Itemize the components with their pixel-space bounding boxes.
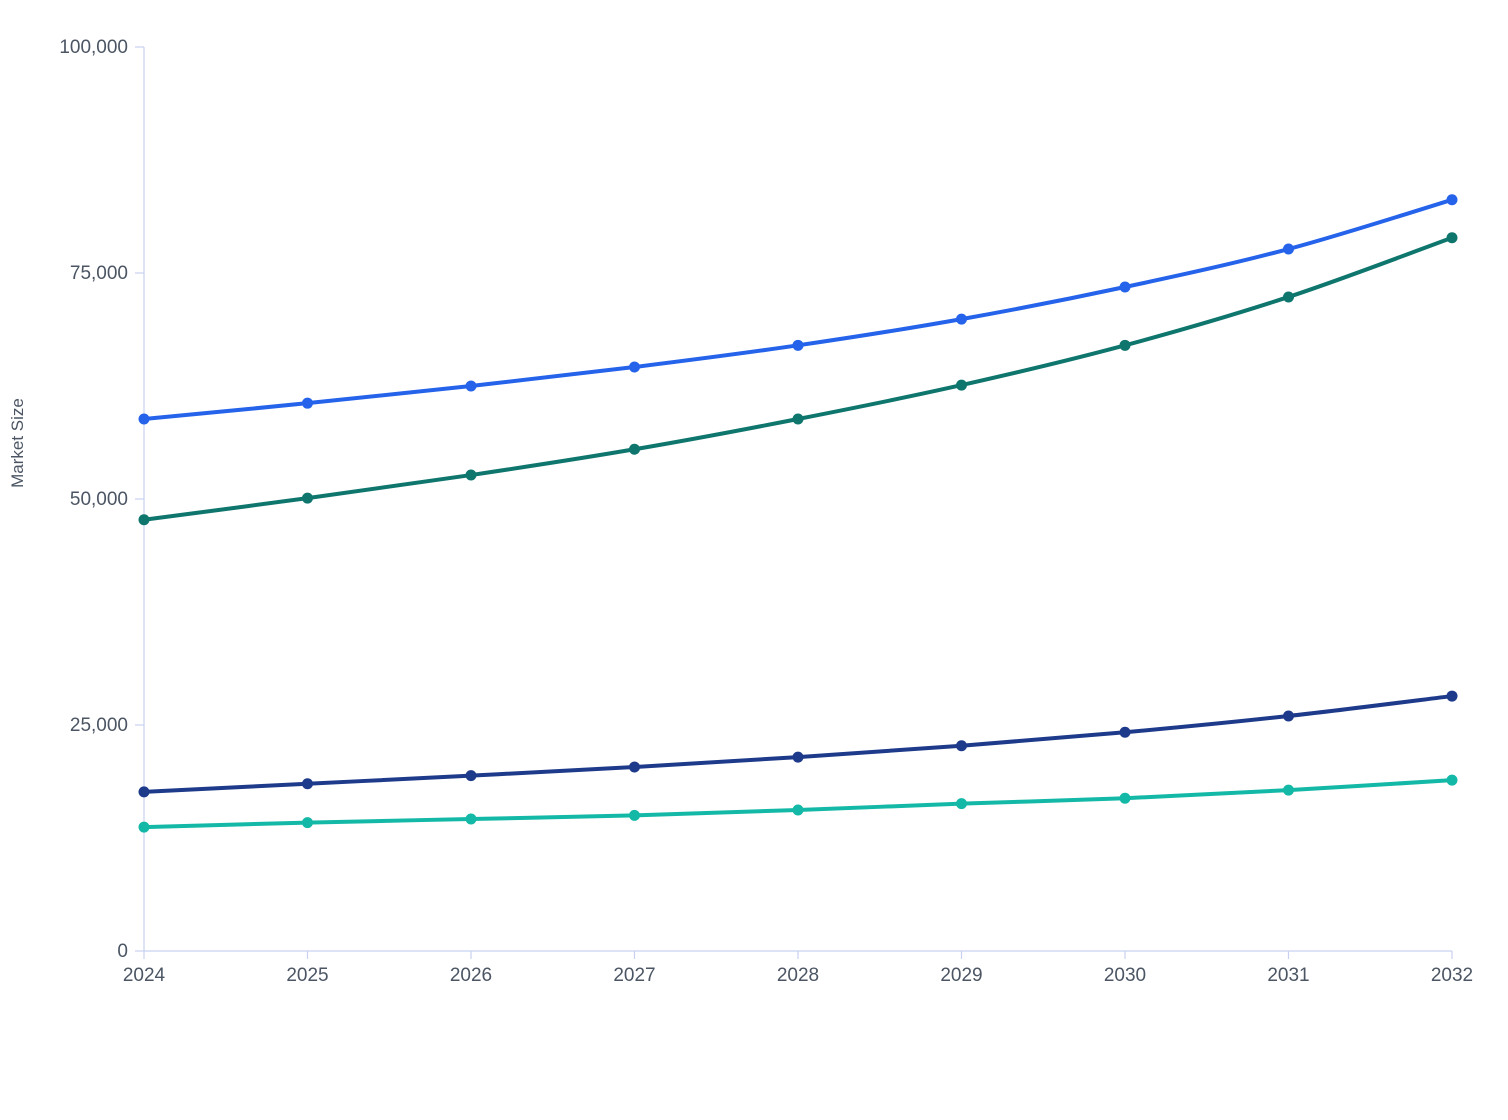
data-point [1283,710,1294,722]
y-tick-label: 100,000 [59,37,128,58]
data-point [465,469,477,481]
data-point [792,751,804,763]
data-point [1283,291,1294,303]
series-3 [138,690,1458,798]
y-tick-label: 25,000 [70,715,128,736]
data-point [1119,339,1131,351]
x-tick-label: 2031 [1267,965,1309,986]
data-point [792,413,804,425]
data-point [956,313,967,325]
series-line [142,235,1454,522]
x-tick-label: 2032 [1431,965,1473,986]
data-point [1446,194,1458,206]
data-point [1119,726,1131,738]
data-point [302,397,313,409]
data-point [629,361,640,373]
axes: 0 25,000 50,000 75,000 100,000 2024 2025 2026 20… [59,37,1473,986]
x-tick-label: 2030 [1104,965,1146,986]
data-point [629,443,640,455]
data-point [956,379,967,391]
series-line [142,778,1454,830]
data-point [1446,690,1458,702]
data-point [1119,792,1131,804]
data-point [629,761,640,773]
series-line [142,694,1454,794]
y-tick-label: 0 [117,941,128,962]
data-point [138,413,150,425]
x-tick-label: 2029 [940,965,982,986]
data-point [792,804,804,816]
data-point [1283,243,1294,255]
data-point [1446,774,1458,786]
data-point [138,821,150,833]
x-tick-label: 2028 [777,965,819,986]
data-point [1446,232,1458,244]
y-tick-label: 50,000 [70,489,128,510]
series-2 [138,232,1458,526]
x-tick-label: 2024 [123,965,166,986]
data-point [465,380,477,392]
data-point [302,492,313,504]
data-point [302,778,313,790]
y-axis-label: Market Size [8,398,27,488]
data-point [1283,784,1294,796]
y-tick-label: 75,000 [70,263,128,284]
data-point [465,813,477,825]
data-point [302,817,313,829]
series-1 [138,194,1458,425]
data-point [956,798,967,810]
data-point [138,786,150,798]
data-point [1119,281,1131,293]
x-tick-label: 2025 [286,965,328,986]
series-4 [138,774,1458,833]
data-point [956,740,967,752]
x-tick-label: 2027 [613,965,655,986]
data-point [138,514,150,526]
series-group [138,194,1458,833]
data-point [629,809,640,821]
data-point [792,339,804,351]
x-tick-label: 2026 [450,965,492,986]
data-point [465,770,477,782]
